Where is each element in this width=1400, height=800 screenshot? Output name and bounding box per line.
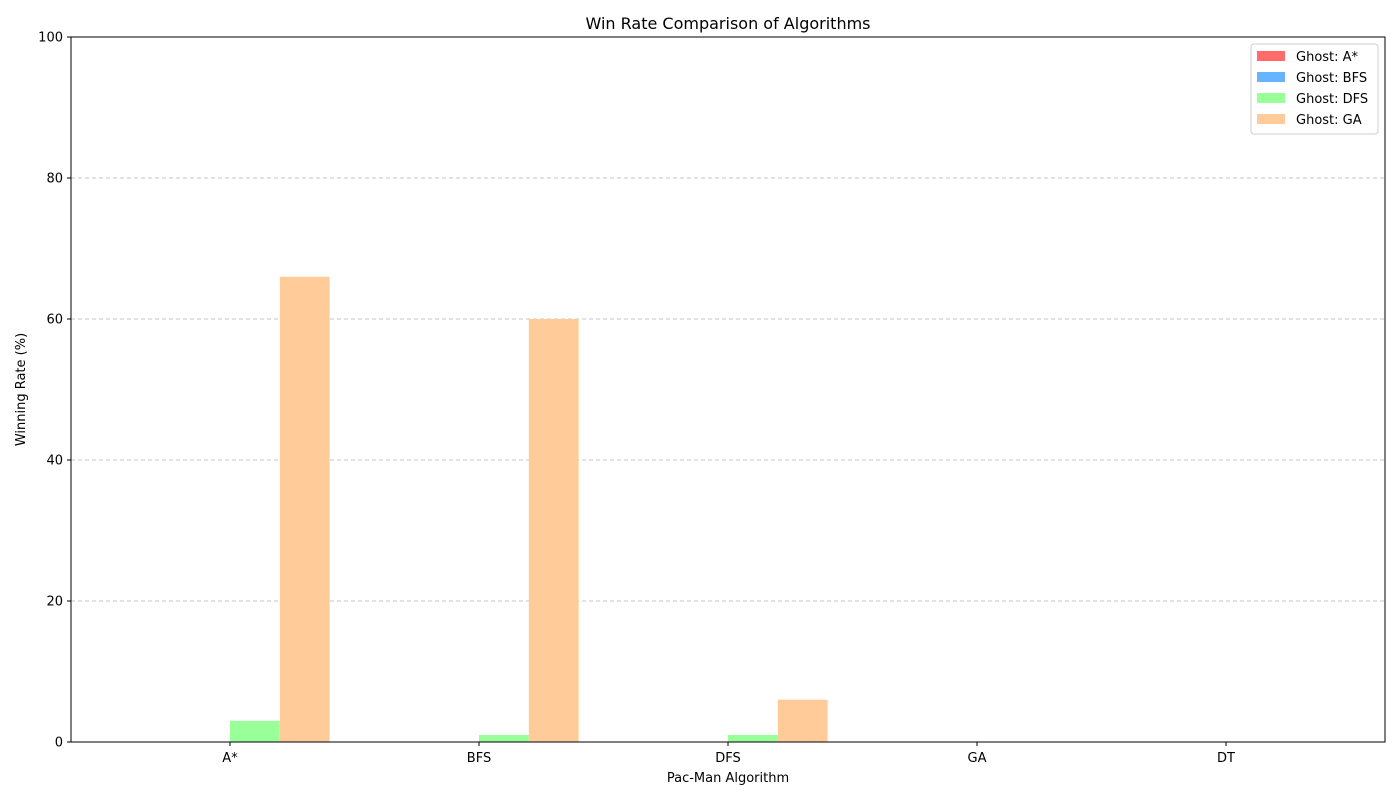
x-tick-label: DFS (715, 751, 741, 766)
legend-swatch (1257, 93, 1285, 103)
y-tick-label: 60 (46, 313, 63, 328)
legend-swatch (1257, 51, 1285, 61)
legend: Ghost: A* Ghost: BFS Ghost: DFS Ghost: GA (1250, 43, 1379, 135)
x-axis-ticks: A* BFS DFS GA DT (222, 742, 1235, 766)
legend-box (1250, 43, 1379, 135)
bar (728, 734, 778, 742)
y-tick-label: 0 (55, 736, 63, 751)
bar (279, 276, 330, 742)
y-tick-label: 100 (38, 31, 63, 46)
x-tick-label: A* (222, 751, 238, 766)
legend-entry: Ghost: A* (1296, 50, 1359, 65)
bar (777, 699, 828, 742)
plot-area-frame (70, 36, 1386, 743)
legend-swatch (1257, 114, 1285, 124)
gridlines (71, 177, 1385, 602)
y-tick-label: 80 (46, 172, 63, 187)
legend-entry: Ghost: GA (1296, 113, 1362, 128)
x-axis-label: Pac-Man Algorithm (667, 771, 789, 786)
x-tick-label: BFS (467, 751, 491, 766)
y-tick-label: 20 (46, 595, 63, 610)
y-axis-ticks: 0 20 40 60 80 100 (38, 31, 71, 751)
legend-entry: Ghost: DFS (1296, 92, 1368, 107)
y-tick-label: 40 (46, 454, 63, 469)
x-tick-label: DT (1217, 751, 1235, 766)
legend-entry: Ghost: BFS (1296, 71, 1367, 86)
legend-swatch (1257, 72, 1285, 82)
bar (528, 319, 579, 742)
chart-title: Win Rate Comparison of Algorithms (586, 14, 871, 33)
bar (230, 720, 280, 742)
bar (479, 734, 529, 742)
x-tick-label: GA (968, 751, 987, 766)
bars (230, 276, 828, 742)
y-axis-label: Winning Rate (%) (14, 333, 29, 446)
